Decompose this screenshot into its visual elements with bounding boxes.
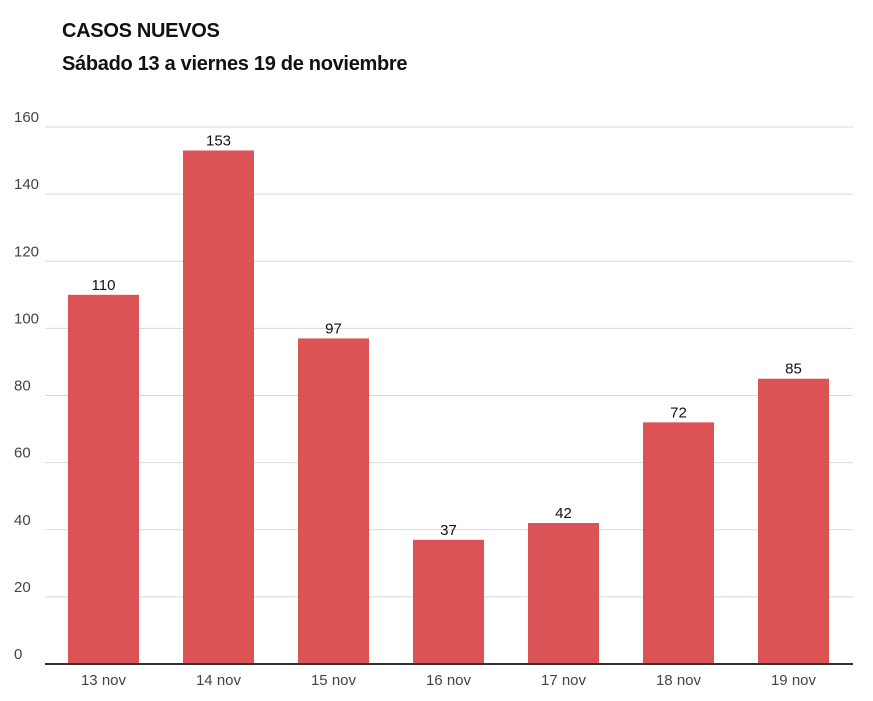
y-tick-label: 40 — [14, 512, 31, 529]
bar — [183, 150, 254, 664]
data-label: 85 — [785, 361, 802, 378]
y-tick-label: 160 — [14, 109, 39, 126]
chart-subtitle: Sábado 13 a viernes 19 de noviembre — [62, 53, 408, 75]
y-tick-label: 80 — [14, 378, 31, 395]
x-tick-label: 13 nov — [81, 672, 127, 689]
x-tick-label: 16 nov — [426, 672, 472, 689]
bar — [413, 539, 484, 664]
y-tick-label: 60 — [14, 445, 31, 462]
bar — [298, 338, 369, 664]
grid-layer — [45, 126, 853, 598]
x-tick-label: 15 nov — [311, 672, 357, 689]
y-tick-label: 140 — [14, 176, 39, 193]
y-tick-label: 20 — [14, 579, 31, 596]
data-label: 72 — [670, 404, 687, 421]
bar — [68, 294, 139, 664]
x-tick-label: 14 nov — [196, 672, 242, 689]
bar — [758, 378, 829, 664]
bar — [643, 422, 714, 664]
chart-title: CASOS NUEVOS — [62, 20, 220, 42]
data-label: 110 — [92, 277, 116, 294]
bar — [528, 523, 599, 664]
y-tick-label: 100 — [14, 310, 39, 327]
data-label: 97 — [325, 320, 342, 337]
bar-layer — [68, 150, 829, 664]
y-tick-label: 120 — [14, 243, 39, 260]
label-layer: 0 20 40 60 80 100 120 140 160 110 13 nov 153 14 nov 9… — [14, 109, 853, 689]
data-label: 42 — [555, 505, 572, 522]
x-tick-label: 18 nov — [656, 672, 702, 689]
y-tick-label: 0 — [14, 646, 22, 663]
x-tick-label: 17 nov — [541, 672, 587, 689]
data-label: 153 — [206, 132, 231, 149]
x-tick-label: 19 nov — [771, 672, 817, 689]
data-label: 37 — [440, 522, 457, 539]
